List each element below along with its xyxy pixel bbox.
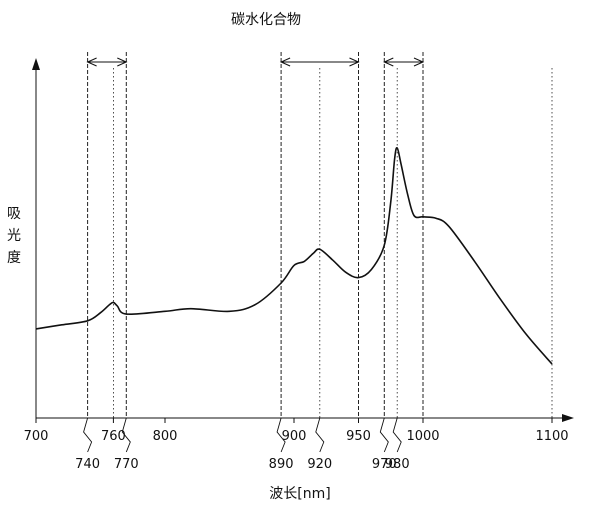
x-tick-label: 950 xyxy=(346,429,371,444)
x-tick-label: 800 xyxy=(153,429,178,444)
x-tick-label-lower: 970 xyxy=(372,457,397,472)
x-tick-leader xyxy=(276,417,286,453)
chart-title: 碳水化合物 xyxy=(231,12,301,28)
range-arrowhead-right xyxy=(413,57,425,67)
range-arrowhead-right xyxy=(117,57,128,67)
x-tick-label-lower: 980 xyxy=(385,457,410,472)
x-ticks-upper: 700 760 800 900 950 1000 1100 xyxy=(24,418,569,444)
x-tick-label: 900 xyxy=(282,429,307,444)
x-tick-label: 1000 xyxy=(406,429,439,444)
range-arrowhead-left xyxy=(86,57,97,67)
x-tick-label-lower: 920 xyxy=(307,457,332,472)
y-axis-label-char: 吸 xyxy=(7,206,21,222)
reference-lines xyxy=(87,52,553,418)
range-arrowhead-right xyxy=(349,57,360,67)
x-tick-label-lower: 740 xyxy=(75,457,100,472)
y-axis-label: 吸光度 xyxy=(7,206,21,266)
x-tick-leader xyxy=(379,417,389,453)
y-axis-arrow xyxy=(32,58,40,70)
x-tick-label-lower: 770 xyxy=(114,457,139,472)
x-tick-label: 1100 xyxy=(535,429,568,444)
x-axis-label: 波长[nm] xyxy=(269,486,330,502)
x-tick-label: 760 xyxy=(101,429,126,444)
absorbance-curve xyxy=(35,147,553,365)
x-tick-leader xyxy=(121,417,131,453)
x-tick-label: 700 xyxy=(24,429,49,444)
range-arrowhead-left xyxy=(279,57,291,67)
x-tick-leader xyxy=(392,417,402,453)
x-tick-label-lower: 890 xyxy=(269,457,294,472)
x-tick-leader xyxy=(83,417,93,453)
y-axis-label-char: 度 xyxy=(7,250,21,266)
range-arrowhead-left xyxy=(383,57,394,67)
x-tick-leader xyxy=(315,417,325,453)
x-axis-arrow xyxy=(562,414,574,422)
y-axis-label-char: 光 xyxy=(7,228,21,244)
range-arrows xyxy=(86,57,425,67)
